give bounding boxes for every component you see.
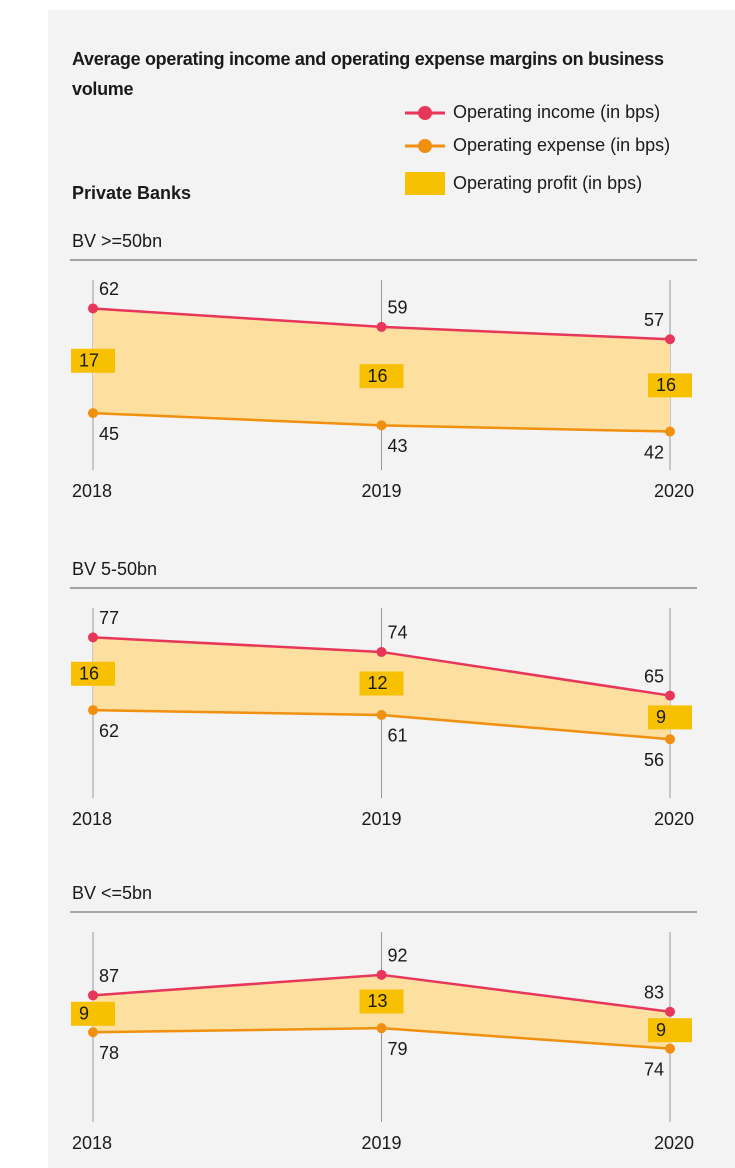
panel-title: BV <=5bn <box>72 883 152 903</box>
profit-label: 9 <box>79 1004 89 1024</box>
data-label: 79 <box>388 1039 408 1059</box>
point <box>376 709 387 720</box>
point <box>665 334 675 345</box>
data-label: 43 <box>388 436 408 456</box>
x-tick-label: 2019 <box>361 481 401 501</box>
point <box>88 1027 98 1038</box>
profit-box <box>648 1018 692 1043</box>
data-label: 45 <box>99 424 119 444</box>
point <box>665 734 675 745</box>
data-label: 77 <box>99 608 119 628</box>
profit-box <box>359 364 404 389</box>
legend-label: Operating expense (in bps) <box>453 135 670 155</box>
data-label: 56 <box>644 750 664 770</box>
legend-label: Operating profit (in bps) <box>453 173 642 193</box>
data-label: 92 <box>388 946 408 966</box>
legend-dot <box>418 106 432 120</box>
profit-box <box>71 348 115 373</box>
data-label: 74 <box>644 1059 664 1079</box>
data-label: 61 <box>388 726 408 746</box>
subtitle: Private Banks <box>72 183 191 203</box>
x-tick-label: 2018 <box>72 1133 112 1153</box>
x-tick-label: 2019 <box>361 809 401 829</box>
point <box>88 705 98 716</box>
point <box>88 408 98 419</box>
point <box>376 321 387 332</box>
data-label: 65 <box>644 666 664 686</box>
profit-box <box>71 1001 115 1026</box>
point <box>88 303 98 314</box>
data-label: 42 <box>644 442 664 462</box>
profit-label: 16 <box>656 375 676 395</box>
profit-label: 9 <box>656 707 666 727</box>
x-tick-label: 2019 <box>361 1133 401 1153</box>
point <box>376 969 387 980</box>
profit-box <box>359 671 404 696</box>
legend-label: Operating income (in bps) <box>453 102 660 122</box>
data-label: 87 <box>99 966 119 986</box>
data-label: 57 <box>644 310 664 330</box>
point <box>665 426 675 437</box>
point <box>88 632 98 643</box>
x-tick-label: 2018 <box>72 481 112 501</box>
profit-box <box>359 989 404 1014</box>
point <box>665 1006 675 1017</box>
profit-label: 16 <box>368 366 388 386</box>
panel-title: BV 5-50bn <box>72 559 157 579</box>
legend-dot <box>418 139 432 153</box>
profit-label: 16 <box>79 664 99 684</box>
profit-label: 9 <box>656 1020 666 1040</box>
x-tick-label: 2018 <box>72 809 112 829</box>
data-label: 62 <box>99 721 119 741</box>
data-label: 74 <box>388 623 408 643</box>
profit-box <box>648 373 692 398</box>
x-tick-label: 2020 <box>654 809 694 829</box>
point <box>665 1043 675 1054</box>
point <box>376 1023 387 1034</box>
legend-swatch <box>405 172 445 195</box>
data-label: 59 <box>388 298 408 318</box>
panel-title: BV >=50bn <box>72 231 162 251</box>
data-label: 62 <box>99 279 119 299</box>
x-tick-label: 2020 <box>654 1133 694 1153</box>
x-tick-label: 2020 <box>654 481 694 501</box>
point <box>665 690 675 701</box>
data-label: 78 <box>99 1043 119 1063</box>
profit-label: 13 <box>368 991 388 1011</box>
point <box>376 646 387 657</box>
point <box>376 420 387 431</box>
profit-label: 17 <box>79 351 99 371</box>
point <box>88 990 98 1001</box>
data-label: 83 <box>644 982 664 1002</box>
profit-box <box>648 705 692 730</box>
chart-title: Average operating income and operating e… <box>72 49 664 99</box>
profit-box <box>71 661 115 686</box>
profit-label: 12 <box>368 673 388 693</box>
